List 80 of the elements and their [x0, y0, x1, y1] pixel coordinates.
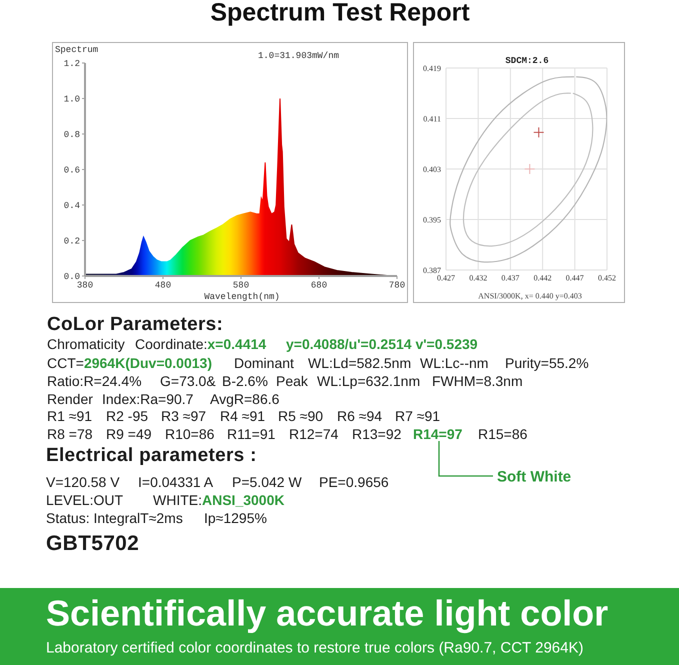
text: I=0.04331 A [138, 474, 214, 490]
x-axis-title: Wavelength(nm) [204, 292, 280, 302]
text: Electrical parameters : [46, 445, 257, 466]
text: GBT5702 [46, 532, 140, 555]
x-tick-label: 0.442 [534, 274, 552, 283]
text: WL:Lp=632.1nm [317, 372, 420, 389]
x-tick-label: 0.452 [598, 274, 616, 283]
y-tick-label: 1.0 [64, 94, 80, 105]
y-tick-label: 1.2 [64, 59, 80, 70]
text: R6 ≈94 [337, 408, 382, 424]
text: 1.0=31.903mW/nm [258, 50, 340, 62]
text: R10=86 [165, 426, 214, 442]
y-tick-label: 0.403 [423, 164, 441, 174]
y-tick-label: 0.387 [423, 266, 441, 275]
y-tick-label: 0.411 [423, 114, 441, 124]
text: Status: IntegralT≈2ms [46, 509, 183, 526]
y-tick-label: 0.8 [64, 130, 80, 140]
text: WL:Ld=582.5nm [308, 354, 412, 371]
text: FWHM=8.3nm [432, 372, 523, 389]
x-tick-label: 0.427 [437, 274, 455, 283]
line-series [462, 92, 594, 247]
y-tick-label: 0.419 [423, 64, 441, 73]
text: Purity=55.2% [505, 354, 589, 371]
text: WHITE: [153, 492, 202, 508]
text: Ratio:R=24.4% [47, 372, 142, 389]
text: R7 ≈91 [395, 408, 440, 424]
text: Scientifically accurate light color [46, 592, 608, 634]
y-tick-label: 0.2 [64, 236, 80, 247]
text: CCT= [47, 354, 84, 371]
x-tick-label: 680 [310, 280, 328, 290]
text: R5 ≈90 [278, 408, 324, 424]
text: Peak [276, 372, 308, 389]
text: Ip≈1295% [204, 509, 267, 526]
text: WL:Lc--nm [420, 354, 488, 371]
text: Soft White [497, 468, 572, 486]
text: B-2.6% [222, 372, 268, 389]
x-tick-label: 780 [388, 280, 406, 290]
text: R3 ≈97 [161, 408, 206, 424]
x-tick-label: 0.432 [469, 274, 488, 283]
chart-title: Spectrum Test Report [210, 0, 470, 28]
text: R11=91 [227, 426, 276, 442]
x-tick-label: 480 [154, 280, 172, 290]
x-tick-label: 380 [76, 280, 94, 290]
y-tick-label: 0.4 [64, 201, 80, 212]
text: Laboratory certified color coordinates to restore true colors (Ra90.7, CCT 2964K) [46, 639, 584, 657]
text: Render [47, 390, 93, 407]
text: PE=0.9656 [319, 474, 389, 490]
text: R15=86 [478, 426, 528, 442]
x-axis-title: ANSI/3000K, x= 0.440 y=0.403 [478, 291, 582, 301]
text: R9 =49 [106, 426, 152, 442]
text: ANSI_3000K [202, 492, 284, 508]
y-tick-label: 0.395 [423, 215, 441, 224]
text: CoLor Parameters: [47, 314, 224, 336]
x-tick-label: 580 [232, 280, 250, 290]
text: AvgR=86.6 [210, 390, 280, 407]
text: R2 -95 [106, 408, 148, 424]
line-series [450, 76, 607, 263]
text: Coordinate: [135, 336, 208, 352]
y-tick-label: 0.6 [64, 166, 80, 176]
chart-title: SDCM:2.6 [505, 56, 549, 66]
text: R8 =78 [47, 426, 93, 442]
text: R1 ≈91 [47, 408, 92, 424]
y-axis-title: Spectrum [55, 44, 98, 56]
text: Index:Ra=90.7 [102, 390, 194, 407]
text: R4 ≈91 [220, 408, 266, 424]
text: LEVEL:OUT [46, 492, 124, 508]
text: Dominant [234, 354, 294, 371]
y-tick-label: 0.0 [64, 272, 80, 282]
x-tick-label: 0.447 [566, 274, 584, 283]
text: R14=97 [413, 426, 462, 442]
text: x=0.4414 [207, 336, 266, 352]
text: 2964K(Duv=0.0013) [84, 354, 212, 371]
text: R12=74 [289, 426, 338, 442]
text: G=73.0& [160, 372, 216, 389]
text: y=0.4088/u'=0.2514 v'=0.5239 [286, 336, 478, 352]
text: V=120.58 V [46, 474, 120, 490]
text: Chromaticity [47, 336, 125, 352]
text: R13=92 [352, 426, 402, 442]
x-tick-label: 0.437 [501, 274, 520, 283]
text: P=5.042 W [232, 474, 302, 490]
